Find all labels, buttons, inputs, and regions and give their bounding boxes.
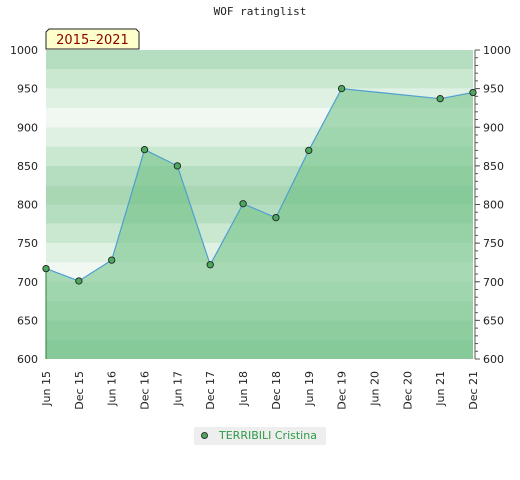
- x-tick-label: Jun 16: [106, 371, 119, 407]
- y-tick-label-left: 850: [17, 160, 38, 173]
- grid-band: [46, 50, 473, 70]
- y-tick-label-right: 750: [483, 237, 504, 250]
- x-tick-label: Dec 17: [204, 371, 217, 410]
- y-tick-label-left: 900: [17, 121, 38, 134]
- y-tick-label-right: 650: [483, 314, 504, 327]
- y-tick-label-left: 700: [17, 276, 38, 289]
- y-tick-label-left: 950: [17, 83, 38, 96]
- data-point: [469, 88, 477, 97]
- data-point: [272, 213, 280, 222]
- data-point: [75, 277, 83, 285]
- legend-series-label: TERRIBILI Cristina: [219, 429, 317, 442]
- data-point: [42, 264, 50, 273]
- x-tick-label: Dec 21: [467, 371, 480, 410]
- y-tick-label-right: 800: [483, 199, 504, 212]
- x-tick-label: Jun 20: [368, 371, 381, 407]
- x-tick-label: Dec 15: [73, 371, 86, 410]
- y-tick-label-left: 600: [17, 353, 38, 366]
- chart-title: WOF ratinglist: [213, 5, 307, 18]
- x-tick-label: Dec 16: [139, 371, 152, 410]
- data-point: [239, 200, 247, 208]
- legend[interactable]: TERRIBILI Cristina: [194, 427, 326, 445]
- x-tick-label: Dec 19: [336, 371, 349, 410]
- y-tick-label-right: 900: [483, 121, 504, 134]
- range-badge: [45, 28, 140, 50]
- series-area: [46, 88, 473, 359]
- data-point: [305, 146, 313, 155]
- data-point: [173, 162, 182, 170]
- y-tick-label-left: 800: [17, 199, 38, 212]
- x-tick-label: Jun 15: [40, 371, 53, 407]
- legend-marker-icon: [201, 432, 208, 439]
- range-badge-label: 2015–2021: [56, 33, 129, 48]
- grid-band: [46, 69, 473, 89]
- x-tick-label: Jun 17: [171, 371, 184, 407]
- x-tick-label: Jun 19: [303, 371, 316, 407]
- y-tick-label-right: 850: [483, 160, 504, 173]
- x-tick-label: Dec 20: [401, 371, 414, 410]
- y-tick-label-right: 950: [483, 83, 504, 96]
- x-tick-label: Jun 21: [434, 371, 447, 407]
- series-line: [45, 87, 474, 282]
- x-tick-label: Dec 18: [270, 371, 283, 410]
- data-point: [436, 95, 444, 103]
- x-tick-label: Jun 18: [237, 371, 250, 407]
- y-tick-label-right: 1000: [483, 44, 511, 57]
- data-point: [206, 261, 214, 269]
- y-tick-label-right: 600: [483, 353, 504, 366]
- y-tick-label-left: 1000: [10, 44, 38, 57]
- data-point: [140, 146, 149, 154]
- data-point: [337, 84, 346, 93]
- data-point: [108, 256, 116, 264]
- y-tick-label-right: 700: [483, 276, 504, 289]
- y-tick-label-left: 650: [17, 314, 38, 327]
- y-tick-label-left: 750: [17, 237, 38, 250]
